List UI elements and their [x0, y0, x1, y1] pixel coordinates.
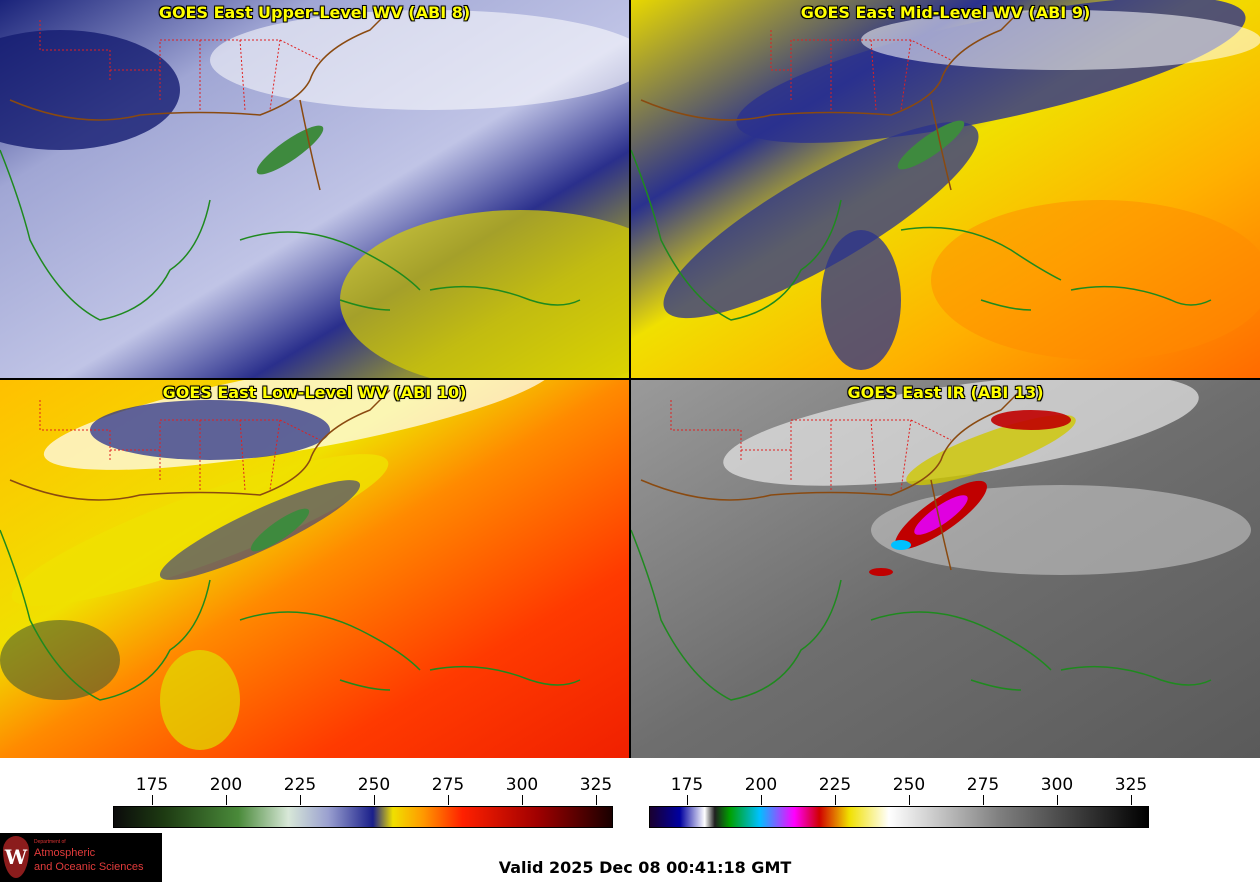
colorbar-wv — [113, 806, 613, 828]
colorbar-tick-label: 225 — [818, 775, 852, 795]
colorbar-tick — [761, 795, 762, 805]
colorbar-tick — [152, 795, 153, 805]
valid-time: Valid 2025 Dec 08 00:41:18 GMT — [498, 858, 792, 877]
panel-title: GOES East IR (ABI 13) — [847, 383, 1044, 402]
colorbar-tick — [687, 795, 688, 805]
colorbar-tick-label: 175 — [670, 775, 704, 795]
colorbar-tick — [1057, 795, 1058, 805]
colorbar-tick-label: 325 — [1114, 775, 1148, 795]
panel-title: GOES East Upper-Level WV (ABI 8) — [158, 3, 471, 22]
colorbar-tick-label: 250 — [357, 775, 391, 795]
panel-title: GOES East Low-Level WV (ABI 10) — [162, 383, 467, 402]
colorbar-tick — [300, 795, 301, 805]
colorbar-tick — [909, 795, 910, 805]
logo-line-1: Atmospheric — [34, 847, 96, 859]
colorbar-tick-label: 275 — [966, 775, 1000, 795]
colorbar-tick-label: 225 — [283, 775, 317, 795]
panel-low-level-wv: GOES East Low-Level WV (ABI 10) — [0, 380, 629, 758]
ir-image — [631, 380, 1260, 758]
mid-level-wv-image — [631, 0, 1260, 378]
colorbar-tick-label: 250 — [892, 775, 926, 795]
colorbar-tick — [226, 795, 227, 805]
colorbar-tick-label: 175 — [135, 775, 169, 795]
colorbar-tick-label: 325 — [579, 775, 613, 795]
colorbar-ir — [649, 806, 1149, 828]
colorbar-tick-label: 275 — [431, 775, 465, 795]
aos-logo[interactable]: W Department of Atmospheric and Oceanic … — [0, 833, 162, 882]
low-level-wv-image — [0, 380, 629, 758]
colorbar-tick — [596, 795, 597, 805]
panel-mid-level-wv: GOES East Mid-Level WV (ABI 9) — [631, 0, 1260, 378]
colorbar-tick — [835, 795, 836, 805]
colorbar-tick — [1131, 795, 1132, 805]
colorbar-tick — [983, 795, 984, 805]
panel-title: GOES East Mid-Level WV (ABI 9) — [800, 3, 1091, 22]
colorbar-tick-label: 200 — [209, 775, 243, 795]
logo-line-2: and Oceanic Sciences — [34, 861, 144, 873]
panel-divider-horizontal — [0, 378, 1260, 380]
logo-dept-text: Department of — [34, 839, 66, 845]
upper-level-wv-image — [0, 0, 629, 378]
colorbar-tick-label: 300 — [505, 775, 539, 795]
colorbar-tick-label: 200 — [744, 775, 778, 795]
panel-ir: GOES East IR (ABI 13) — [631, 380, 1260, 758]
colorbar-tick — [448, 795, 449, 805]
panel-upper-level-wv: GOES East Upper-Level WV (ABI 8) — [0, 0, 629, 378]
colorbar-tick-label: 300 — [1040, 775, 1074, 795]
uw-crest-icon: W — [3, 836, 29, 878]
colorbar-tick — [374, 795, 375, 805]
colorbar-tick — [522, 795, 523, 805]
